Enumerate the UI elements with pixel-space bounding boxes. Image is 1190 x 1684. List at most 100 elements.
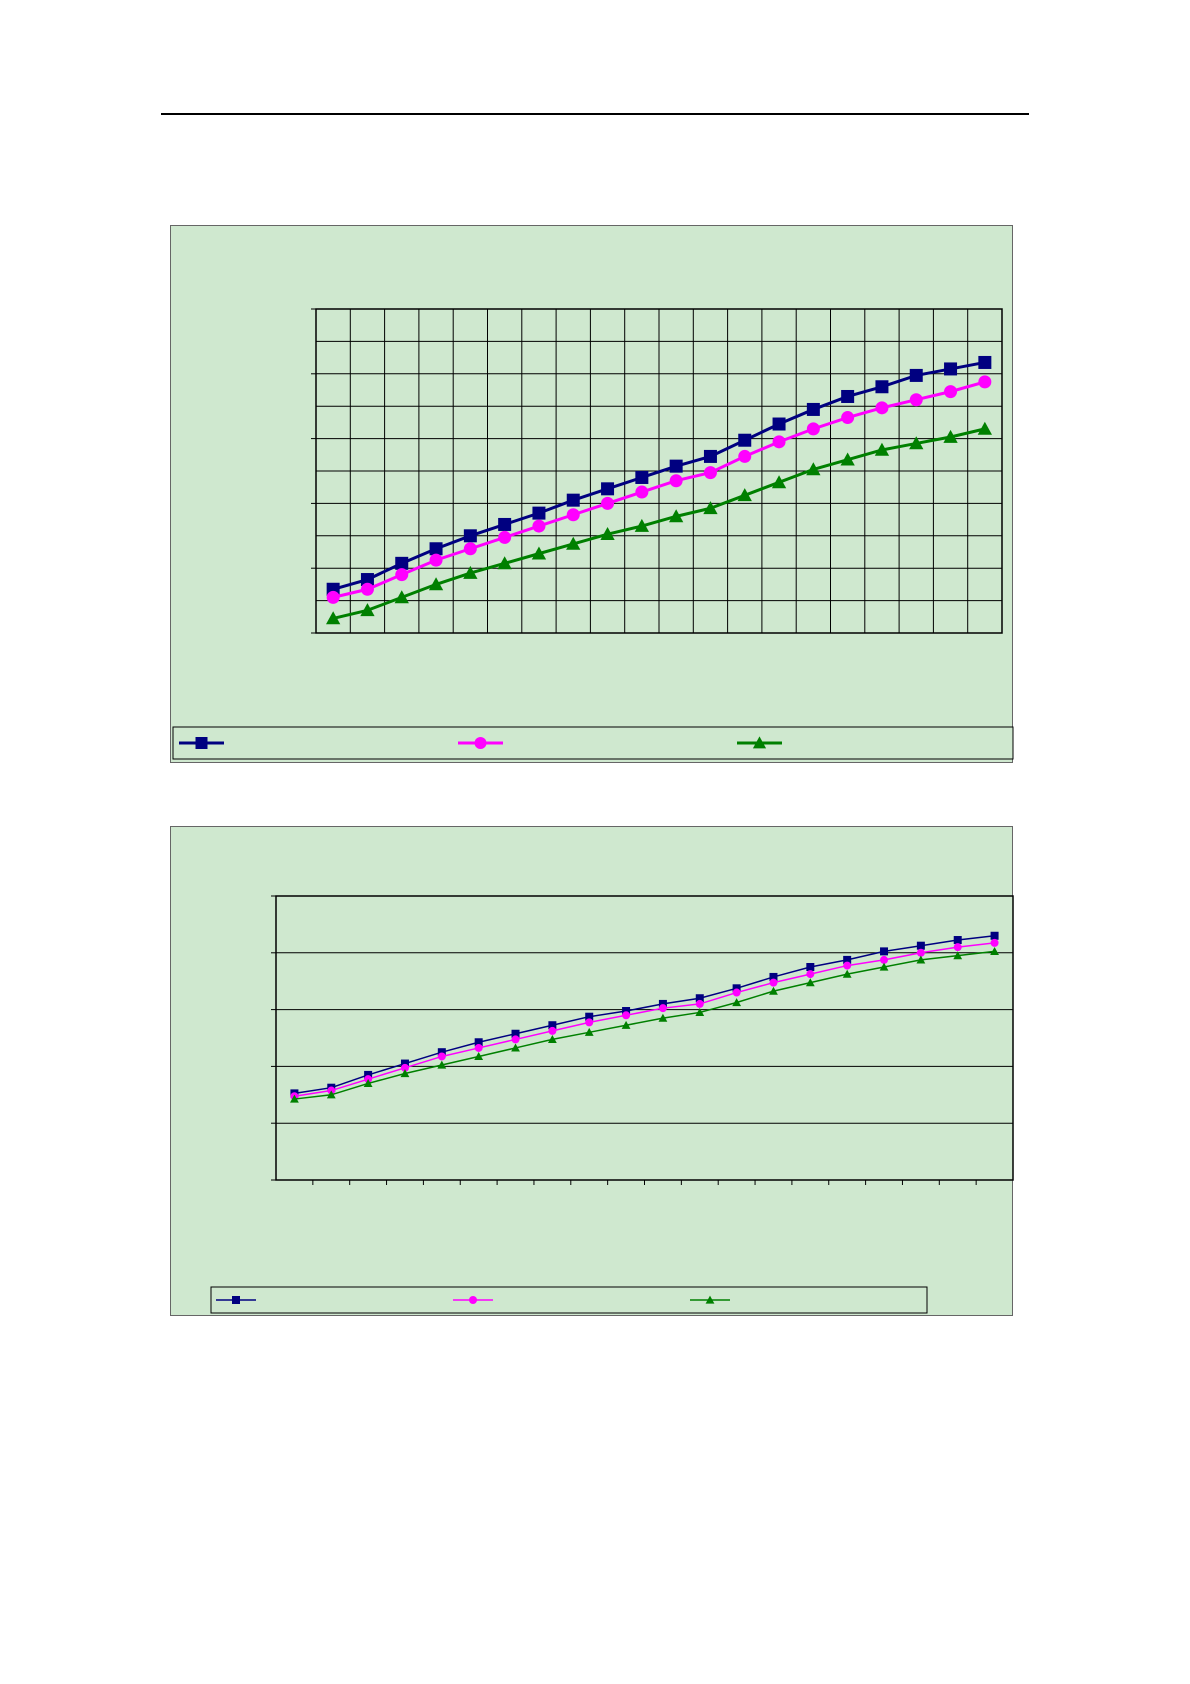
data-point <box>909 368 923 382</box>
data-point <box>566 536 581 550</box>
data-point <box>437 1052 446 1061</box>
data-point <box>532 506 546 520</box>
data-point <box>394 590 409 604</box>
data-point <box>395 568 409 582</box>
data-point <box>843 961 852 970</box>
data-point <box>658 1013 668 1022</box>
data-point <box>909 436 924 450</box>
data-point <box>880 947 889 956</box>
data-point <box>944 362 958 376</box>
data-point <box>953 951 963 960</box>
data-point <box>843 955 852 964</box>
data-point <box>585 1018 594 1027</box>
data-point <box>658 1004 667 1013</box>
data-point <box>474 1043 483 1052</box>
data-point <box>497 556 512 570</box>
data-point <box>771 475 787 489</box>
data-point <box>658 999 667 1008</box>
data-point <box>429 553 443 567</box>
data-point <box>703 501 718 515</box>
data-point <box>429 542 443 556</box>
data-point <box>806 970 815 979</box>
data-point <box>695 1008 705 1017</box>
data-point <box>498 530 512 544</box>
data-point <box>772 435 786 449</box>
data-point <box>400 1059 409 1068</box>
data-point <box>669 509 684 523</box>
data-point <box>842 969 852 978</box>
data-point <box>498 517 512 531</box>
legend-marker-3 <box>752 736 767 749</box>
data-point <box>695 999 704 1008</box>
header-rule <box>161 113 1029 115</box>
data-point <box>732 988 741 997</box>
data-point <box>437 1060 447 1069</box>
data-point <box>547 1035 557 1044</box>
data-point <box>841 389 855 403</box>
series-line-3 <box>332 427 986 620</box>
data-point <box>806 963 815 971</box>
data-point <box>474 1052 484 1061</box>
data-point <box>669 459 683 473</box>
data-point <box>990 931 999 940</box>
data-point <box>511 1043 520 1052</box>
data-point <box>840 452 855 466</box>
data-point <box>703 449 717 463</box>
data-point <box>566 508 580 522</box>
data-point <box>990 938 999 947</box>
data-point <box>474 1038 483 1047</box>
data-point <box>585 1012 594 1021</box>
data-point <box>360 573 374 587</box>
legend-marker-2 <box>474 737 487 749</box>
data-point <box>841 411 855 425</box>
data-point <box>772 417 786 431</box>
data-point <box>978 355 992 369</box>
data-point <box>511 1035 520 1044</box>
data-point <box>326 1090 336 1099</box>
data-point <box>463 529 477 543</box>
data-point <box>879 962 889 971</box>
data-point <box>622 1007 631 1016</box>
data-point <box>909 393 923 407</box>
legend-marker-1 <box>232 1296 240 1304</box>
data-point <box>769 972 778 981</box>
line-chart-1 <box>172 308 1014 760</box>
series-line-1 <box>294 935 995 1095</box>
data-point <box>463 542 477 556</box>
data-point <box>874 442 890 456</box>
data-point <box>290 1094 299 1103</box>
plot-area <box>275 895 1014 1181</box>
data-point <box>916 948 925 957</box>
data-point <box>532 519 546 533</box>
data-point <box>548 1026 557 1035</box>
data-point <box>943 429 958 443</box>
data-point <box>737 488 752 502</box>
data-point <box>360 603 375 617</box>
data-point <box>566 493 580 507</box>
legend-box <box>210 1286 928 1314</box>
data-point <box>703 466 717 480</box>
data-point <box>622 1011 631 1020</box>
legend-marker-3 <box>705 1295 715 1304</box>
data-point <box>400 1063 409 1072</box>
data-point <box>732 984 741 993</box>
chart-panel-2 <box>170 826 1014 1316</box>
data-point <box>360 582 374 596</box>
line-chart-2 <box>210 895 1014 1314</box>
data-point <box>600 527 615 541</box>
data-point <box>738 433 752 447</box>
data-point <box>428 577 444 591</box>
data-point <box>806 402 820 416</box>
data-point <box>990 946 999 955</box>
data-point <box>769 986 778 995</box>
data-point <box>364 1070 373 1079</box>
legend-marker-2 <box>469 1296 477 1304</box>
data-point <box>695 994 704 1003</box>
legend-marker-1 <box>195 737 208 749</box>
data-point <box>437 1048 446 1057</box>
data-point <box>875 401 889 415</box>
data-point <box>875 380 889 394</box>
data-point <box>916 955 926 964</box>
data-point <box>400 1069 410 1078</box>
legend-box <box>172 726 1014 760</box>
